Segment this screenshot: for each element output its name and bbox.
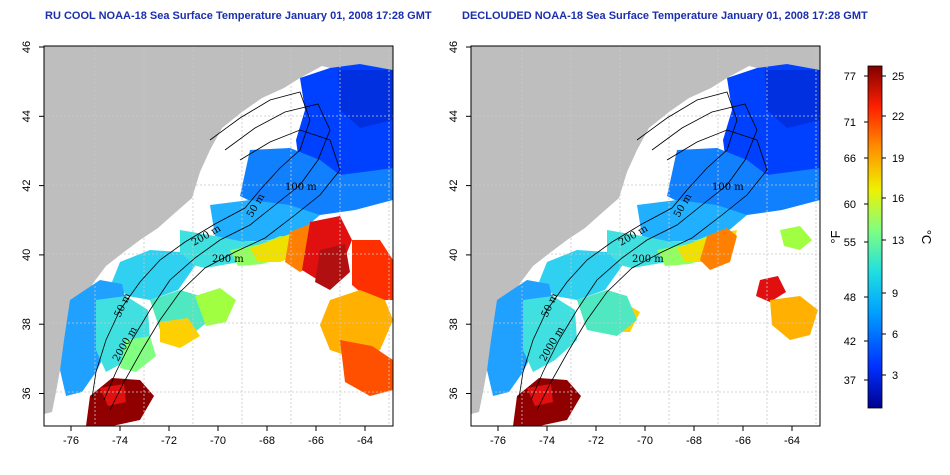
fahrenheit-tick-label: 37 bbox=[844, 375, 856, 387]
y-tick-label: 40 bbox=[448, 249, 460, 261]
contour-label: 200 m bbox=[212, 254, 244, 265]
contour-label: 200 m bbox=[632, 254, 664, 265]
celsius-tick-label: 22 bbox=[892, 111, 904, 123]
x-tick-label: -74 bbox=[539, 435, 555, 447]
celsius-tick-label: 25 bbox=[892, 71, 904, 83]
fahrenheit-tick-label: 48 bbox=[844, 292, 856, 304]
map-title-right: DECLOUDED NOAA-18 Sea Surface Temperatur… bbox=[462, 10, 868, 22]
celsius-tick-label: 3 bbox=[892, 370, 898, 382]
axis-ticks-left: -76 -74 -72 -70 -68 -66 -64 46 44 42 40 38 36 bbox=[21, 41, 373, 447]
sst-map-left: 100 m 50 m 200 m 50 m 2000 m 200 m -76 -7… bbox=[21, 41, 394, 447]
x-tick-label: -72 bbox=[588, 435, 604, 447]
x-tick-label: -68 bbox=[686, 435, 702, 447]
y-tick-label: 46 bbox=[21, 41, 33, 53]
celsius-label: °C bbox=[919, 230, 934, 245]
y-tick-label: 36 bbox=[21, 387, 33, 399]
x-tick-label: -66 bbox=[735, 435, 751, 447]
y-tick-label: 46 bbox=[448, 41, 460, 53]
fahrenheit-tick-label: 42 bbox=[844, 336, 856, 348]
land-mass bbox=[44, 46, 393, 414]
y-tick-label: 42 bbox=[21, 179, 33, 191]
fahrenheit-tick-label: 55 bbox=[844, 237, 856, 249]
x-tick-label: -76 bbox=[63, 435, 79, 447]
x-tick-label: -72 bbox=[161, 435, 177, 447]
y-tick-label: 42 bbox=[448, 179, 460, 191]
axis-ticks-right: -76 -74 -72 -70 -68 -66 -64 46 44 42 40 38 36 bbox=[448, 41, 800, 447]
land-mass bbox=[471, 46, 820, 414]
x-tick-label: -68 bbox=[259, 435, 275, 447]
fahrenheit-tick-label: 60 bbox=[844, 199, 856, 211]
sst-map-right: 100 m 50 m 200 m 50 m 2000 m 200 m -76 -7… bbox=[448, 41, 821, 447]
x-tick-label: -64 bbox=[784, 435, 800, 447]
y-tick-label: 38 bbox=[448, 318, 460, 330]
colorbar-gradient bbox=[867, 65, 883, 409]
colorbar: 77 71 66 60 55 48 42 37 25 22 19 16 13 9 6 3 °F °C bbox=[828, 65, 934, 409]
y-tick-label: 40 bbox=[21, 249, 33, 261]
x-tick-label: -64 bbox=[357, 435, 373, 447]
y-tick-label: 44 bbox=[21, 110, 33, 122]
contour-label: 100 m bbox=[712, 182, 744, 193]
celsius-tick-label: 9 bbox=[892, 288, 898, 300]
x-tick-label: -70 bbox=[637, 435, 653, 447]
fahrenheit-label: °F bbox=[828, 230, 843, 243]
contour-label: 100 m bbox=[285, 182, 317, 193]
y-tick-label: 38 bbox=[21, 318, 33, 330]
celsius-tick-label: 16 bbox=[892, 193, 904, 205]
x-tick-label: -70 bbox=[210, 435, 226, 447]
fahrenheit-tick-label: 71 bbox=[844, 117, 856, 129]
celsius-tick-label: 13 bbox=[892, 235, 904, 247]
y-tick-label: 44 bbox=[448, 110, 460, 122]
celsius-tick-label: 6 bbox=[892, 329, 898, 341]
x-tick-label: -76 bbox=[490, 435, 506, 447]
y-tick-label: 36 bbox=[448, 387, 460, 399]
x-tick-label: -66 bbox=[308, 435, 324, 447]
fahrenheit-tick-label: 77 bbox=[844, 71, 856, 83]
fahrenheit-tick-label: 66 bbox=[844, 153, 856, 165]
x-tick-label: -74 bbox=[112, 435, 128, 447]
celsius-tick-label: 19 bbox=[892, 153, 904, 165]
map-title-left: RU COOL NOAA-18 Sea Surface Temperature … bbox=[45, 10, 432, 22]
